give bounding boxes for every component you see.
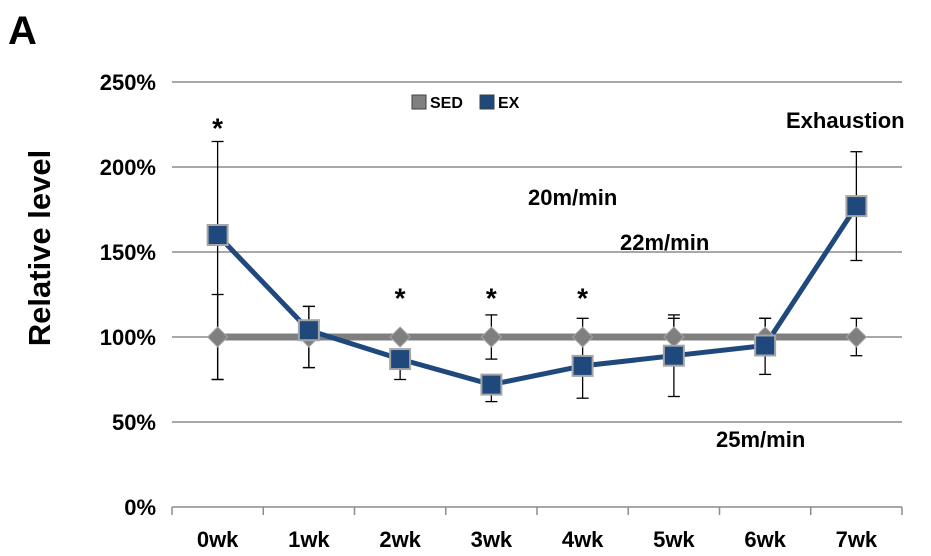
y-axis-label: Relative level xyxy=(22,150,57,346)
significance-marks: * * * * xyxy=(212,112,588,313)
legend-swatch-ex xyxy=(479,94,495,110)
x-tick-labels: 0wk 1wk 2wk 3wk 4wk 5wk 6wk 7wk xyxy=(197,527,878,552)
x-tick-label: 4wk xyxy=(562,527,604,552)
marker-ex xyxy=(754,334,777,357)
marker-sed xyxy=(571,326,594,348)
series-line-ex xyxy=(215,204,859,388)
marker-sed xyxy=(663,326,685,348)
significance-star: * xyxy=(212,112,223,143)
legend: SED EX xyxy=(411,94,520,112)
annotation-exhaustion: Exhaustion xyxy=(786,108,905,133)
annotation-20m-min: 20m/min xyxy=(528,185,617,210)
legend-label-ex: EX xyxy=(498,95,520,112)
marker-sed xyxy=(389,326,411,348)
x-tick-label: 3wk xyxy=(471,527,513,552)
legend-swatch-sed xyxy=(411,94,427,110)
marker-ex xyxy=(206,224,229,246)
x-tick-label: 1wk xyxy=(288,527,330,552)
y-tick-label: 150% xyxy=(100,240,156,265)
y-tick-label: 250% xyxy=(100,70,156,95)
marker-sed xyxy=(206,326,229,348)
y-tick-label: 0% xyxy=(124,495,156,520)
x-tick-label: 6wk xyxy=(744,527,786,552)
series-markers xyxy=(206,195,868,396)
error-bars xyxy=(211,140,863,403)
marker-ex xyxy=(389,348,412,371)
x-tick-label: 7wk xyxy=(836,527,878,552)
x-tick-label: 2wk xyxy=(379,527,421,552)
x-tick-label: 5wk xyxy=(653,527,695,552)
gridlines xyxy=(172,81,902,423)
x-axis xyxy=(171,506,903,515)
marker-ex xyxy=(845,195,868,218)
y-tick-label: 200% xyxy=(100,155,156,180)
marker-ex xyxy=(571,354,594,377)
y-tick-label: 50% xyxy=(112,410,156,435)
marker-sed xyxy=(845,326,868,348)
annotation-25m-min: 25m/min xyxy=(716,427,805,452)
significance-star: * xyxy=(577,282,588,313)
annotation-22m-min: 22m/min xyxy=(620,230,709,255)
y-tick-label: 100% xyxy=(100,325,156,350)
marker-ex xyxy=(662,344,685,367)
x-tick-label: 0wk xyxy=(197,527,239,552)
y-tick-labels: 0% 50% 100% 150% 200% 250% xyxy=(100,70,156,520)
legend-label-sed: SED xyxy=(430,95,463,112)
marker-ex xyxy=(480,373,503,396)
significance-star: * xyxy=(395,282,406,313)
marker-ex xyxy=(297,319,320,342)
marker-sed xyxy=(480,326,503,348)
series-lines xyxy=(215,204,859,388)
panel-letter: A xyxy=(8,9,37,53)
significance-star: * xyxy=(486,282,497,313)
